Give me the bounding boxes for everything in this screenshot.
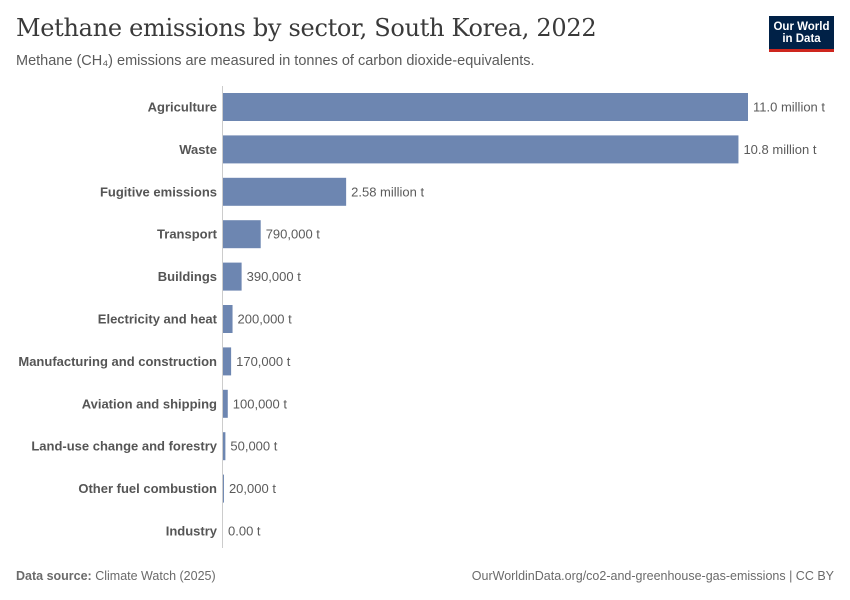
category-label-aviation-and-shipping: Aviation and shipping: [82, 396, 217, 411]
bar-aviation-and-shipping[interactable]: [223, 389, 228, 418]
value-label-other-fuel-combustion: 20,000 t: [229, 481, 276, 496]
value-label-manufacturing-and-construction: 170,000 t: [236, 354, 291, 369]
value-label-agriculture: 11.0 million t: [753, 100, 825, 115]
category-label-other-fuel-combustion: Other fuel combustion: [78, 481, 217, 496]
value-label-transport: 790,000 t: [266, 227, 321, 242]
bar-land-use-change-and-forestry[interactable]: [223, 432, 226, 461]
bar-other-fuel-combustion[interactable]: [223, 474, 224, 503]
category-label-manufacturing-and-construction: Manufacturing and construction: [18, 354, 217, 369]
value-label-electricity-and-heat: 200,000 t: [238, 312, 293, 327]
bar-chart: Agriculture 11.0 million t Waste 10.8 milli…: [18, 86, 825, 548]
bar-waste[interactable]: [223, 135, 739, 164]
bar-electricity-and-heat[interactable]: [223, 305, 233, 333]
category-label-electricity-and-heat: Electricity and heat: [98, 312, 218, 327]
value-label-aviation-and-shipping: 100,000 t: [233, 396, 288, 411]
value-label-land-use-change-and-forestry: 50,000 t: [230, 439, 277, 454]
category-label-buildings: Buildings: [158, 269, 217, 284]
chart-title: Methane emissions by sector, South Korea…: [16, 14, 597, 42]
category-label-waste: Waste: [179, 142, 217, 157]
category-label-transport: Transport: [157, 227, 218, 242]
value-label-buildings: 390,000 t: [247, 269, 302, 284]
bar-agriculture[interactable]: [223, 93, 748, 121]
category-label-industry: Industry: [166, 524, 218, 539]
chart-subtitle: Methane (CH₄) emissions are measured in …: [16, 53, 535, 69]
value-label-waste: 10.8 million t: [743, 142, 816, 157]
logo-line-1: Our World: [773, 21, 830, 33]
source-label: Data source:: [16, 569, 92, 583]
category-label-agriculture: Agriculture: [148, 100, 217, 115]
footer-url[interactable]: OurWorldinData.org/co2-and-greenhouse-ga…: [471, 569, 834, 583]
logo-line-2: in Data: [782, 33, 821, 45]
owid-logo[interactable]: Our World in Data: [769, 16, 834, 52]
bar-manufacturing-and-construction[interactable]: [223, 347, 232, 376]
value-label-industry: 0.00 t: [228, 524, 261, 539]
category-label-fugitive-emissions: Fugitive emissions: [100, 184, 217, 199]
bars-group: Agriculture 11.0 million t Waste 10.8 milli…: [18, 93, 825, 539]
category-label-land-use-change-and-forestry: Land-use change and forestry: [31, 439, 217, 454]
bar-transport[interactable]: [223, 220, 261, 249]
footer-source: Data source: Climate Watch (2025): [16, 569, 216, 583]
value-label-fugitive-emissions: 2.58 million t: [351, 184, 424, 199]
bar-buildings[interactable]: [223, 262, 242, 291]
source-value[interactable]: Climate Watch (2025): [95, 569, 216, 583]
bar-fugitive-emissions[interactable]: [223, 177, 347, 206]
